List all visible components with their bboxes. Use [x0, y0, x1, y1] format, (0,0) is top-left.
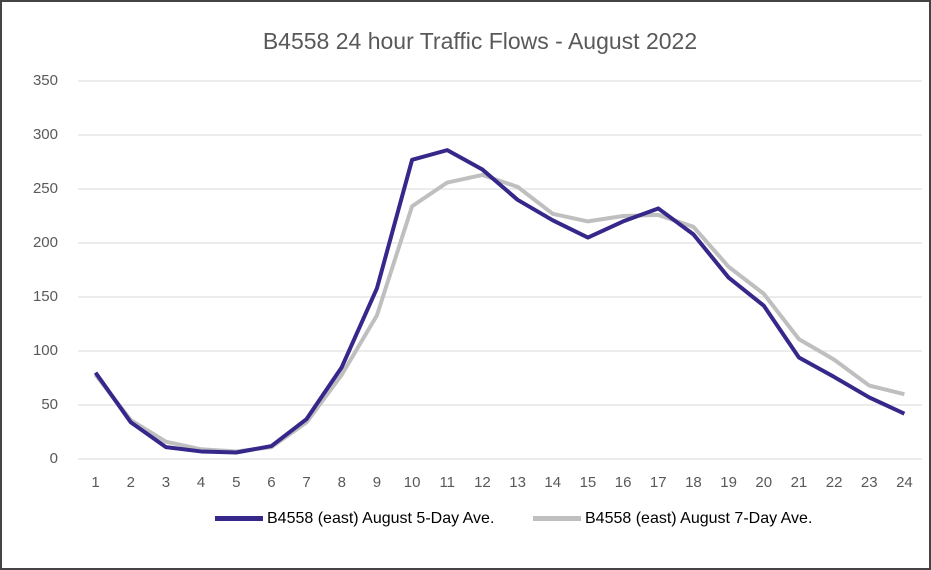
x-tick-label: 10 [404, 474, 421, 491]
x-tick-label: 20 [755, 474, 772, 491]
x-tick-label: 14 [544, 474, 561, 491]
x-tick-label: 24 [896, 474, 913, 491]
x-tick-label: 13 [509, 474, 526, 491]
legend-item: B4558 (east) August 5-Day Ave. [215, 509, 535, 529]
y-tick-label: 150 [33, 288, 58, 305]
x-tick-label: 3 [162, 474, 170, 491]
x-tick-label: 18 [685, 474, 702, 491]
y-tick-label: 100 [33, 342, 58, 359]
y-tick-label: 0 [50, 450, 58, 467]
data-line [94, 172, 905, 454]
x-tick-label: 15 [580, 474, 597, 491]
y-tick-label: 250 [33, 180, 58, 197]
data-line [93, 148, 906, 455]
x-tick-label: 19 [720, 474, 737, 491]
x-tick-label: 7 [302, 474, 310, 491]
x-tick-label: 21 [791, 474, 808, 491]
legend-item: B4558 (east) August 7-Day Ave. [533, 509, 853, 529]
x-tick-label: 22 [826, 474, 843, 491]
x-tick-label: 2 [127, 474, 135, 491]
x-tick-label: 23 [861, 474, 878, 491]
x-tick-label: 9 [373, 474, 381, 491]
legend-swatch [215, 516, 263, 521]
chart-title: B4558 24 hour Traffic Flows - August 202… [263, 28, 697, 54]
legend-swatch [533, 516, 581, 521]
x-tick-label: 4 [197, 474, 205, 491]
x-tick-label: 8 [338, 474, 346, 491]
x-tick-label: 16 [615, 474, 632, 491]
legend-label: B4558 (east) August 7-Day Ave. [585, 510, 813, 527]
legend-label: B4558 (east) August 5-Day Ave. [267, 510, 495, 527]
y-tick-label: 50 [41, 396, 58, 413]
y-tick-label: 200 [33, 234, 58, 251]
x-tick-label: 17 [650, 474, 667, 491]
x-tick-label: 1 [91, 474, 99, 491]
x-tick-label: 11 [439, 474, 455, 491]
x-tick-label: 12 [474, 474, 491, 491]
x-tick-label: 5 [232, 474, 240, 491]
y-tick-label: 300 [33, 126, 58, 143]
y-tick-label: 350 [33, 72, 58, 89]
x-tick-label: 6 [267, 474, 275, 491]
